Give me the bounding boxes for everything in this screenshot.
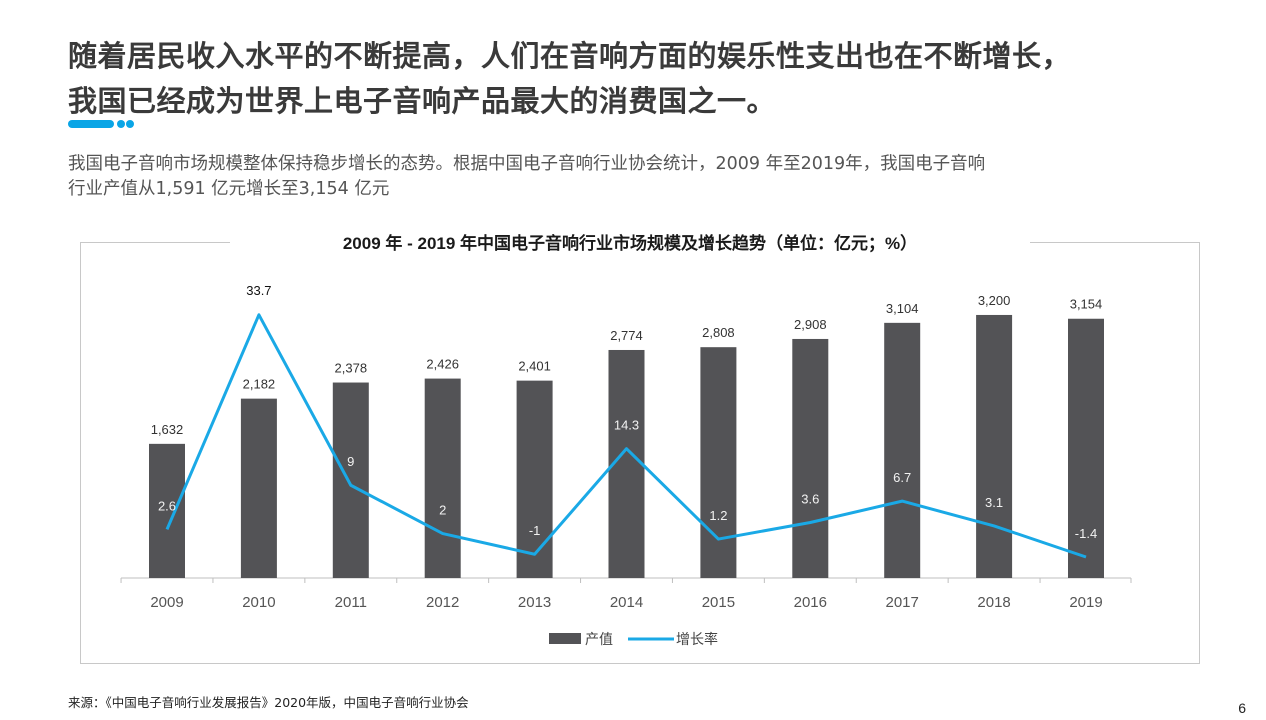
bar-2019 (1068, 318, 1104, 578)
line-label-2019: -1.4 (1075, 526, 1097, 541)
line-label-2015: 1.2 (709, 508, 727, 523)
x-tick-label-2016: 2016 (794, 594, 827, 611)
bar-2017 (884, 322, 921, 578)
intro-line-2: 行业产值从1,591 亿元增长至3,154 亿元 (68, 179, 390, 199)
bar-label-2009: 1,632 (151, 422, 184, 437)
bar-label-2012: 2,426 (426, 357, 459, 372)
x-tick-label-2019: 2019 (1069, 594, 1102, 611)
page-number: 6 (1238, 700, 1246, 716)
bar-2011 (332, 382, 369, 578)
line-label-2014: 14.3 (614, 418, 639, 433)
x-tick-label-2017: 2017 (886, 594, 919, 611)
x-tick-label-2010: 2010 (242, 594, 275, 611)
bar-2010 (240, 398, 277, 578)
bar-label-2019: 3,154 (1070, 297, 1103, 312)
line-label-2011: 9 (347, 454, 354, 469)
intro-text: 我国电子音响市场规模整体保持稳步增长的态势。根据中国电子音响行业协会统计，200… (68, 152, 1208, 202)
line-label-2009: 2.6 (158, 498, 176, 513)
bar-label-2013: 2,401 (518, 359, 551, 374)
x-tick-label-2009: 2009 (150, 594, 183, 611)
bar-2015 (700, 347, 737, 578)
x-tick-label-2011: 2011 (335, 594, 367, 611)
line-label-2010: 33.7 (246, 283, 271, 298)
source-note: 来源：《中国电子音响行业发展报告》2020年版，中国电子音响行业协会 (68, 695, 469, 710)
bar-2012 (424, 378, 461, 578)
headline-line-2: 我国已经成为世界上电子音响产品最大的消费国之一。 (68, 84, 777, 118)
bar-2016 (792, 338, 829, 578)
legend-swatch-bar (549, 633, 581, 644)
bar-label-2010: 2,182 (243, 377, 276, 392)
line-label-2013: -1 (529, 523, 541, 538)
bar-2013 (516, 380, 553, 578)
accent-dot-2 (126, 120, 134, 128)
bar-2018 (976, 314, 1013, 578)
x-tick-label-2014: 2014 (610, 594, 643, 611)
line-label-2018: 3.1 (985, 495, 1003, 510)
intro-line-1: 我国电子音响市场规模整体保持稳步增长的态势。根据中国电子音响行业协会统计，200… (68, 154, 986, 174)
legend-label-line: 增长率 (676, 631, 718, 648)
x-tick-label-2013: 2013 (518, 594, 551, 611)
bar-label-2014: 2,774 (610, 328, 643, 343)
bar-label-2015: 2,808 (702, 325, 735, 340)
x-tick-label-2015: 2015 (702, 594, 735, 611)
accent-bar (68, 120, 114, 128)
line-label-2017: 6.7 (893, 470, 911, 485)
bar-label-2018: 3,200 (978, 293, 1011, 308)
bar-label-2011: 2,378 (335, 361, 368, 376)
accent-dot-1 (117, 120, 125, 128)
headline: 随着居民收入水平的不断提高，人们在音响方面的娱乐性支出也在不断增长， 我国已经成… (68, 34, 1208, 124)
growth-line (165, 313, 1087, 559)
bar-label-2016: 2,908 (794, 317, 827, 332)
x-tick-label-2018: 2018 (977, 594, 1010, 611)
line-label-2016: 3.6 (801, 492, 819, 507)
headline-line-1: 随着居民收入水平的不断提高，人们在音响方面的娱乐性支出也在不断增长， (68, 39, 1072, 73)
bar-2009 (149, 443, 185, 578)
legend-label-bar: 产值 (585, 632, 613, 648)
line-label-2012: 2 (439, 503, 446, 518)
chart-title: 2009 年 - 2019 年中国电子音响行业市场规模及增长趋势（单位：亿元；%… (230, 232, 1030, 256)
x-tick-label-2012: 2012 (426, 594, 459, 611)
bar-label-2017: 3,104 (886, 301, 919, 316)
